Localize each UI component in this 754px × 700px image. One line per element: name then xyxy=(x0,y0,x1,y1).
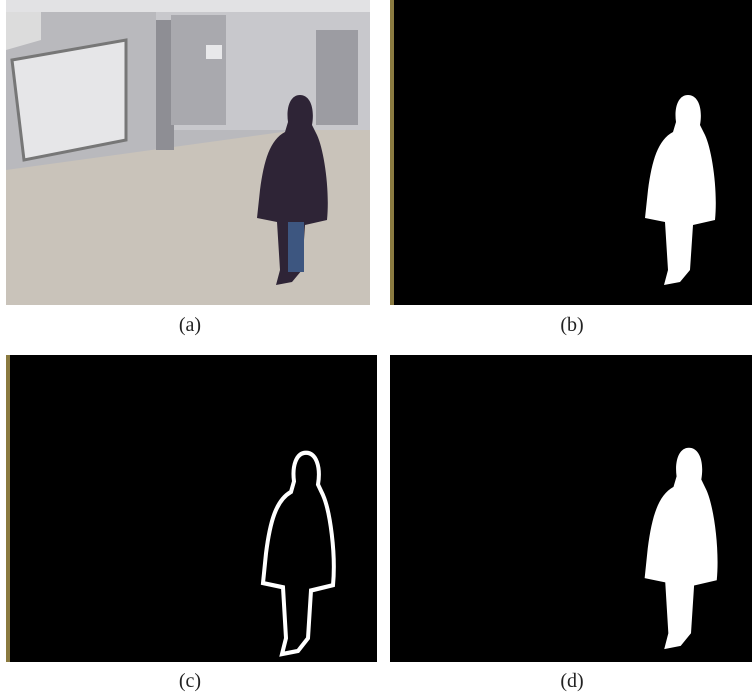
panel-b xyxy=(390,0,752,305)
caption: (c) xyxy=(179,670,201,692)
panel-a xyxy=(6,0,370,305)
caption: (d) xyxy=(560,670,583,692)
figure: (a) (b) (c) (d) xyxy=(0,0,754,700)
panel-d xyxy=(390,355,752,662)
page: (a) (b) (c) (d) (() => { const data = JS… xyxy=(0,0,754,700)
caption: (b) xyxy=(560,314,583,336)
panel-c xyxy=(6,355,377,662)
caption: (a) xyxy=(179,314,201,336)
